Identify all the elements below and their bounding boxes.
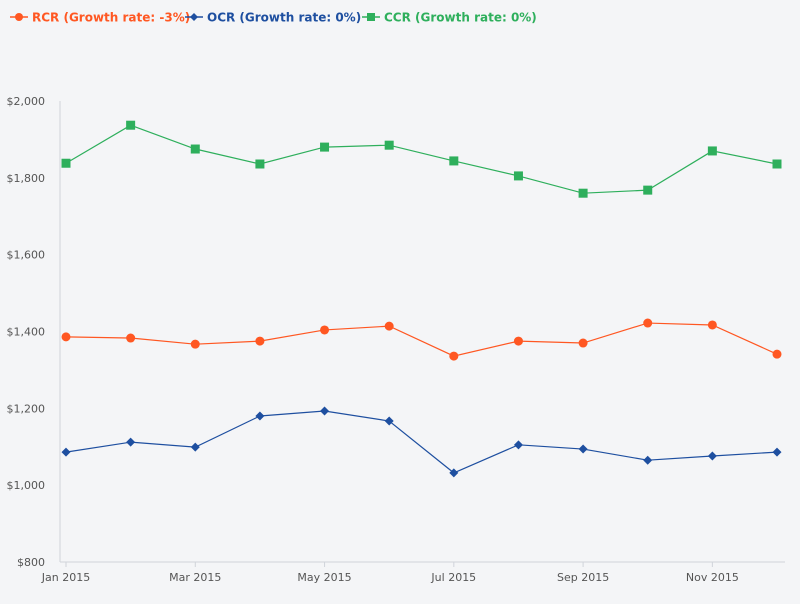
data-point-rcr xyxy=(449,351,459,361)
x-tick-label: Sep 2015 xyxy=(557,571,609,584)
legend-marker-ocr xyxy=(190,13,198,21)
data-point-ccr xyxy=(643,185,653,195)
data-point-rcr xyxy=(707,320,717,330)
x-tick-label: Jan 2015 xyxy=(41,571,90,584)
data-point-ccr xyxy=(320,142,330,152)
data-point-ccr xyxy=(255,159,265,169)
data-point-rcr xyxy=(320,325,330,335)
x-tick-label: May 2015 xyxy=(297,571,351,584)
x-tick-label: Jul 2015 xyxy=(430,571,476,584)
data-point-ocr xyxy=(513,440,523,450)
series-ocr xyxy=(61,406,782,478)
data-point-ccr xyxy=(190,144,200,154)
series-line-rcr xyxy=(65,322,778,357)
data-point-rcr xyxy=(384,321,394,331)
legend-marker-ccr xyxy=(367,13,375,21)
data-point-ocr xyxy=(449,468,459,478)
x-tick-label: Mar 2015 xyxy=(169,571,221,584)
y-tick-label: $1,800 xyxy=(7,172,46,185)
data-point-ccr xyxy=(772,159,782,169)
data-point-ocr xyxy=(126,437,136,447)
legend-label: RCR (Growth rate: -3%) xyxy=(32,11,190,25)
legend-label: OCR (Growth rate: 0%) xyxy=(207,11,361,25)
data-point-ocr xyxy=(61,447,71,457)
y-tick-label: $1,400 xyxy=(7,326,46,339)
x-tick-label: Nov 2015 xyxy=(686,571,739,584)
data-point-ccr xyxy=(61,158,71,168)
legend-label: CCR (Growth rate: 0%) xyxy=(384,11,537,25)
legend-item-ccr: CCR (Growth rate: 0%) xyxy=(362,11,537,25)
data-point-ocr xyxy=(320,406,330,416)
y-tick-label: $1,200 xyxy=(7,402,46,415)
data-point-ocr xyxy=(707,451,717,461)
data-point-ocr xyxy=(190,442,200,452)
data-point-ccr xyxy=(126,120,136,130)
legend-item-ocr: OCR (Growth rate: 0%) xyxy=(185,11,361,25)
data-point-rcr xyxy=(643,318,653,328)
data-point-rcr xyxy=(772,349,782,359)
y-tick-label: $1,000 xyxy=(7,479,46,492)
data-point-ccr xyxy=(578,188,588,198)
series-line-ccr xyxy=(65,124,778,194)
data-point-rcr xyxy=(255,336,265,346)
data-point-rcr xyxy=(578,338,588,348)
axes: $800 $1,000 $1,200 $1,400 $1,600 $1,800 $2,000… xyxy=(7,95,785,584)
data-point-ccr xyxy=(513,171,523,181)
series-ccr xyxy=(61,120,782,198)
data-point-ocr xyxy=(578,444,588,454)
data-point-ocr xyxy=(643,455,653,465)
y-tick-label: $1,600 xyxy=(7,249,46,262)
data-point-rcr xyxy=(126,333,136,343)
plot-area xyxy=(61,120,782,478)
legend-item-rcr: RCR (Growth rate: -3%) xyxy=(10,11,190,25)
data-point-ocr xyxy=(384,416,394,426)
data-point-ocr xyxy=(772,447,782,457)
data-point-rcr xyxy=(513,336,523,346)
y-tick-label: $800 xyxy=(17,556,45,569)
series-rcr xyxy=(61,318,782,361)
data-point-ocr xyxy=(255,411,265,421)
series-line-ocr xyxy=(65,410,778,474)
legend: RCR (Growth rate: -3%) OCR (Growth rate: … xyxy=(10,11,537,25)
data-point-ccr xyxy=(384,140,394,150)
data-point-rcr xyxy=(61,332,71,342)
y-tick-label: $2,000 xyxy=(7,95,46,108)
data-point-ccr xyxy=(707,146,717,156)
legend-marker-rcr xyxy=(15,13,23,21)
data-point-rcr xyxy=(190,339,200,349)
data-point-ccr xyxy=(449,156,459,166)
